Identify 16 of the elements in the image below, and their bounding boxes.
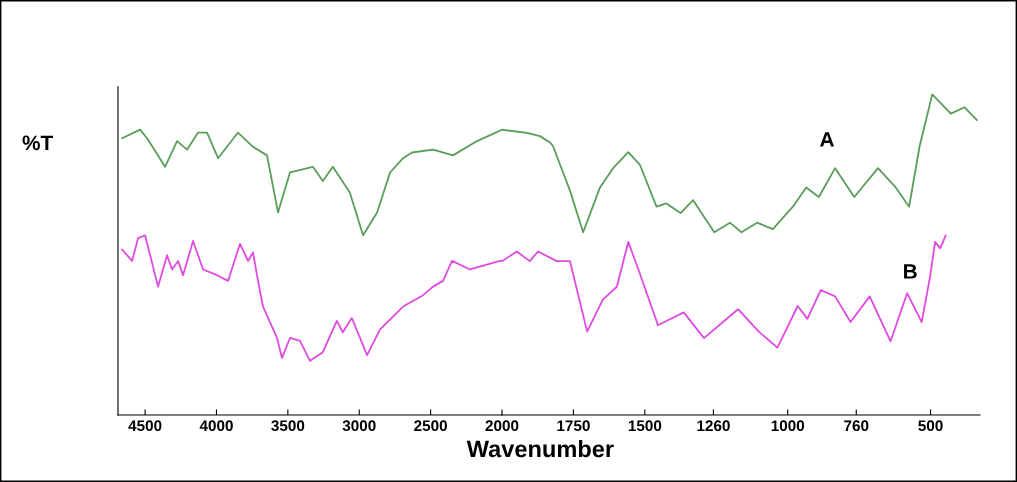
y-axis-title: %T <box>22 135 53 151</box>
x-tick-label: 1750 <box>557 420 590 432</box>
x-axis-title: Wavenumber <box>466 439 614 458</box>
x-tick-label: 2500 <box>414 420 447 432</box>
x-tick-label: 4500 <box>128 420 162 432</box>
x-tick-label: 3000 <box>342 420 376 432</box>
x-tick-label: 3500 <box>271 420 305 432</box>
x-tick-label: 760 <box>844 420 869 432</box>
x-tick-label: 500 <box>918 420 943 432</box>
x-tick-label: 1260 <box>697 420 730 432</box>
annotation: B <box>904 264 917 279</box>
x-tick-label: 4000 <box>199 420 233 432</box>
x-tick-label: 1500 <box>628 420 662 432</box>
x-tick-label: 2000 <box>485 420 519 432</box>
x-tick-label: 1000 <box>771 420 805 432</box>
annotation: A <box>820 132 834 147</box>
